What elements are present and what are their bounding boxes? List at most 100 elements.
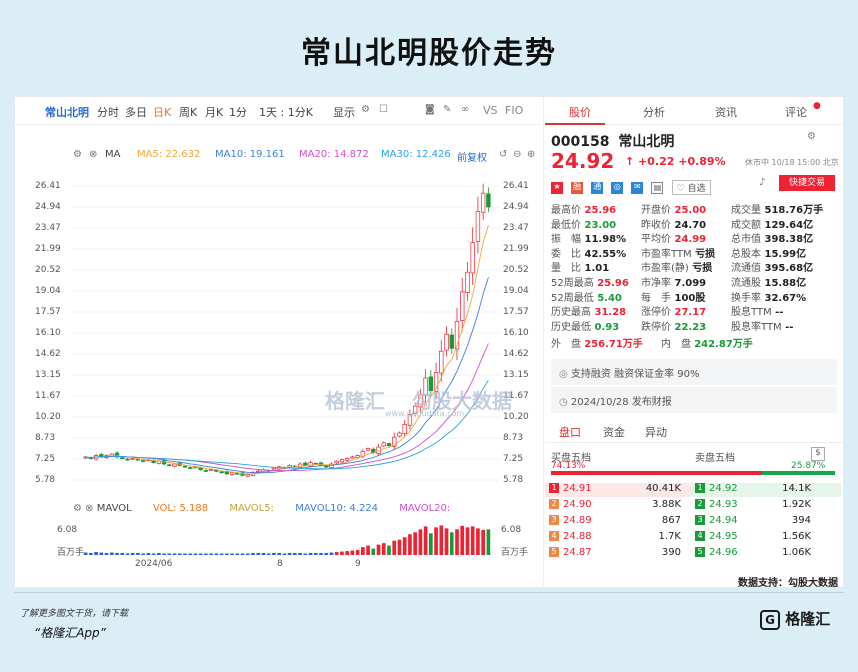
tab-orderbook[interactable]: 盘口 (559, 426, 581, 439)
stat-value: -- (771, 307, 784, 319)
candle (208, 469, 214, 472)
interval-select[interactable]: 1分 (229, 106, 247, 119)
candle (428, 376, 434, 392)
stat-value: 129.64亿 (761, 219, 814, 231)
sell-level-row[interactable]: 5 24.96 1.06K (691, 547, 841, 561)
tab-timeshare[interactable]: 分时 (97, 106, 119, 119)
stat-item: 最高价 25.96 (551, 201, 616, 216)
y-tick-right: 7.25 (503, 454, 524, 464)
x-tick: 8 (277, 559, 283, 569)
sell-level-row[interactable]: 4 24.95 1.56K (691, 531, 841, 545)
pen-icon[interactable]: ✎ (443, 104, 452, 115)
sell-level-row[interactable]: 2 24.93 1.92K (691, 499, 841, 513)
settings-icon[interactable]: ⚙ (73, 149, 82, 160)
dollar-icon[interactable]: $ (811, 447, 825, 461)
close-icon[interactable]: ⊗ (85, 503, 94, 514)
tab-movement[interactable]: 异动 (645, 426, 667, 439)
buy-price: 24.89 (563, 515, 592, 526)
x-tick: 9 (355, 559, 361, 569)
volume-chart[interactable] (71, 523, 501, 557)
fio-button[interactable]: FIO (505, 104, 524, 117)
y-tick-right: 23.47 (503, 223, 529, 233)
sell-price: 24.94 (709, 515, 738, 526)
zoom-in-icon[interactable]: ⊕ (527, 149, 536, 160)
tab-analysis[interactable]: 分析 (643, 106, 665, 119)
volume-bar (361, 547, 365, 555)
candlestick-chart[interactable] (71, 177, 501, 483)
volume-bar (230, 553, 234, 555)
volume-bar (151, 553, 156, 555)
tab-monthly-k[interactable]: 月K (205, 106, 224, 119)
volume-bar (99, 552, 104, 555)
tab-price[interactable]: 股价 (569, 106, 591, 119)
buy-level-row[interactable]: 4 24.88 1.7K (545, 531, 691, 545)
candle (480, 192, 486, 213)
stat-item: 总市值 398.38亿 (731, 230, 813, 245)
buy-level-row[interactable]: 1 24.91 40.41K (545, 483, 691, 497)
candle (167, 464, 172, 467)
volume-bar (455, 529, 459, 555)
vs-button[interactable]: VS (483, 104, 498, 117)
tab-weekly-k[interactable]: 周K (179, 106, 198, 119)
tab-multiday[interactable]: 多日 (125, 106, 147, 119)
volume-bar (334, 552, 339, 555)
tab-daily-k[interactable]: 日K (153, 106, 172, 119)
close-icon[interactable]: ⊗ (89, 149, 98, 160)
y-tick-left: 11.67 (35, 391, 61, 401)
stat-item: 委 比 42.55% (551, 245, 626, 260)
reset-icon[interactable]: ↺ (499, 149, 508, 160)
stat-value: 0.93 (591, 321, 620, 333)
tab-news[interactable]: 资讯 (715, 106, 737, 119)
candle (229, 472, 235, 475)
display-button[interactable]: 显示 (333, 106, 355, 119)
volume-legend: ⚙ ⊗ MAVOL VOL: 5.188 MAVOL5: MAVOL10: 4.… (73, 503, 450, 514)
level-badge: 4 (549, 531, 559, 541)
buy-level-row[interactable]: 3 24.89 867 (545, 515, 691, 529)
y-tick-right: 14.62 (503, 349, 529, 359)
sell-level-row[interactable]: 3 24.94 394 (691, 515, 841, 529)
sell-price: 24.93 (709, 499, 738, 510)
camera-icon[interactable]: ◙ (425, 104, 435, 115)
stock-name-tab[interactable]: 常山北明 (45, 106, 89, 119)
y-tick-left: 23.47 (35, 223, 61, 233)
calendar-icon: ◷ (559, 397, 568, 408)
candle (470, 242, 475, 274)
bell-icon[interactable]: ♪ (759, 177, 766, 188)
level-badge: 3 (695, 515, 705, 525)
link-icon[interactable]: ∞ (461, 104, 470, 115)
range-select[interactable]: 1天 : 1分K (259, 106, 313, 119)
checkbox-icon[interactable]: ☐ (379, 104, 388, 115)
stat-value: 23.00 (581, 219, 617, 231)
stat-item: 历史最高 31.28 (551, 303, 626, 318)
stat-item: 成交量 518.76万手 (731, 201, 823, 216)
gear-icon[interactable]: ⚙ (361, 104, 370, 115)
candle (439, 350, 444, 374)
volume-bar (172, 553, 177, 555)
sell-price: 24.95 (709, 531, 738, 542)
stat-value: 395.68亿 (761, 263, 814, 275)
footer-app-name: “格隆汇App” (34, 626, 106, 640)
stat-item: 市盈率TTM 亏损 (641, 245, 715, 260)
zoom-out-icon[interactable]: ⊖ (513, 149, 522, 160)
volume-bar (120, 553, 125, 555)
volume-axis-max-left: 6.08 (57, 525, 78, 535)
follow-button[interactable]: ♡ 自选 (671, 180, 711, 195)
current-price: 24.92 (551, 149, 615, 173)
adjust-select[interactable]: 前复权 (457, 153, 487, 164)
buy-level-row[interactable]: 5 24.87 390 (545, 547, 691, 561)
sell-price: 24.92 (709, 483, 738, 494)
quick-trade-button[interactable]: 快捷交易 (779, 175, 835, 191)
stat-value: 100股 (671, 292, 706, 304)
tab-comments[interactable]: 评论 (785, 106, 807, 119)
connect-icon: 通 (591, 181, 604, 194)
logo-text: 格隆汇 (785, 610, 831, 628)
doc-icon[interactable]: ▤ (651, 181, 664, 194)
candle (386, 443, 392, 447)
volume-bar (251, 553, 255, 555)
volume-bar (115, 553, 119, 555)
buy-level-row[interactable]: 2 24.90 3.88K (545, 499, 691, 513)
settings-icon[interactable]: ⚙ (807, 131, 816, 142)
sell-level-row[interactable]: 1 24.92 14.1K (691, 483, 841, 497)
tab-capital[interactable]: 资金 (603, 426, 625, 439)
settings-icon[interactable]: ⚙ (73, 503, 82, 514)
